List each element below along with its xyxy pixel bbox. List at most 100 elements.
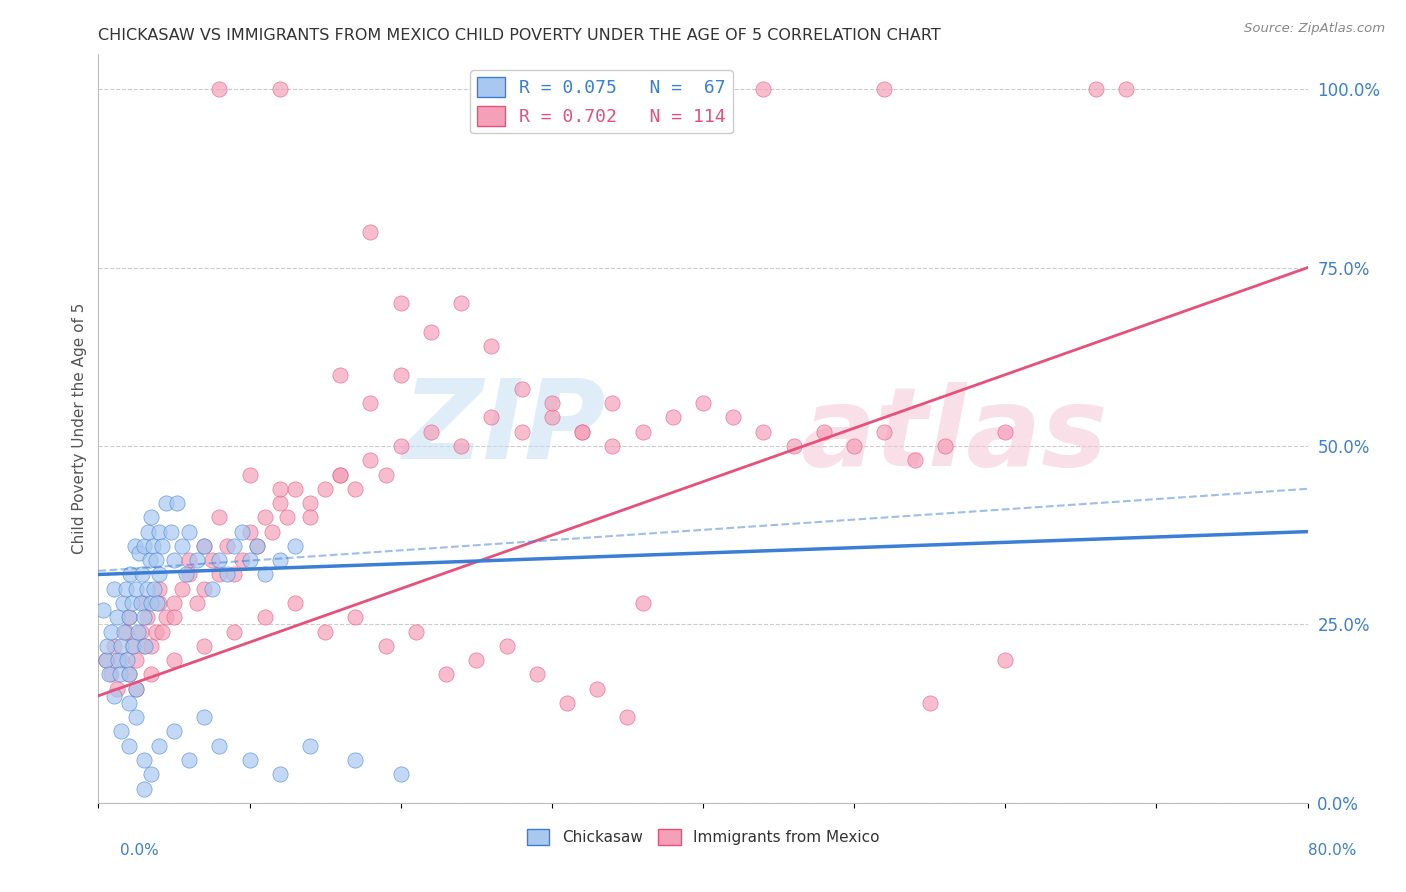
Point: [231, 524, 253, 539]
Point: [389, 296, 412, 310]
Point: [239, 553, 262, 567]
Point: [752, 425, 775, 439]
Text: 80.0%: 80.0%: [1309, 843, 1357, 858]
Point: [465, 653, 488, 667]
Point: [143, 582, 166, 596]
Point: [146, 596, 169, 610]
Point: [132, 539, 155, 553]
Text: CHICKASAW VS IMMIGRANTS FROM MEXICO CHILD POVERTY UNDER THE AGE OF 5 CORRELATION: CHICKASAW VS IMMIGRANTS FROM MEXICO CHIL…: [98, 28, 941, 43]
Point: [224, 539, 246, 553]
Point: [114, 582, 136, 596]
Point: [141, 767, 163, 781]
Point: [481, 410, 503, 425]
Point: [215, 539, 238, 553]
Point: [450, 296, 472, 310]
Point: [129, 596, 152, 610]
Point: [125, 582, 148, 596]
Point: [434, 667, 457, 681]
Point: [91, 603, 114, 617]
Point: [510, 382, 533, 396]
Point: [94, 653, 117, 667]
Point: [631, 425, 654, 439]
Point: [132, 596, 155, 610]
Point: [124, 539, 146, 553]
Point: [132, 610, 155, 624]
Point: [155, 610, 177, 624]
Point: [555, 696, 578, 710]
Point: [135, 610, 157, 624]
Point: [314, 624, 336, 639]
Point: [873, 82, 896, 96]
Point: [269, 482, 291, 496]
Point: [136, 524, 159, 539]
Point: [179, 753, 201, 767]
Point: [166, 496, 188, 510]
Point: [105, 610, 128, 624]
Point: [1115, 82, 1137, 96]
Point: [114, 624, 136, 639]
Point: [132, 753, 155, 767]
Point: [193, 582, 215, 596]
Point: [208, 567, 231, 582]
Point: [148, 739, 170, 753]
Point: [389, 767, 412, 781]
Point: [344, 482, 367, 496]
Point: [269, 82, 291, 96]
Point: [179, 524, 201, 539]
Point: [344, 610, 367, 624]
Point: [420, 425, 443, 439]
Point: [813, 425, 835, 439]
Text: 0.0%: 0.0%: [120, 843, 159, 858]
Point: [150, 624, 173, 639]
Point: [246, 539, 269, 553]
Point: [112, 624, 135, 639]
Point: [186, 553, 208, 567]
Point: [844, 439, 866, 453]
Point: [239, 753, 262, 767]
Point: [186, 596, 208, 610]
Point: [540, 396, 562, 410]
Point: [571, 425, 593, 439]
Point: [141, 510, 163, 524]
Point: [299, 739, 322, 753]
Point: [253, 510, 276, 524]
Point: [141, 596, 163, 610]
Point: [118, 667, 141, 681]
Point: [495, 639, 517, 653]
Point: [103, 639, 125, 653]
Point: [269, 553, 291, 567]
Point: [994, 653, 1017, 667]
Point: [103, 582, 125, 596]
Point: [145, 553, 167, 567]
Point: [129, 624, 152, 639]
Point: [329, 467, 352, 482]
Point: [111, 596, 134, 610]
Point: [148, 567, 170, 582]
Point: [160, 524, 183, 539]
Point: [132, 639, 155, 653]
Point: [631, 596, 654, 610]
Point: [141, 639, 163, 653]
Point: [389, 368, 412, 382]
Point: [360, 453, 382, 467]
Point: [239, 524, 262, 539]
Point: [193, 539, 215, 553]
Point: [193, 539, 215, 553]
Point: [110, 724, 132, 739]
Point: [193, 710, 215, 724]
Point: [118, 610, 141, 624]
Point: [201, 582, 224, 596]
Point: [163, 596, 186, 610]
Point: [374, 639, 396, 653]
Point: [110, 653, 132, 667]
Point: [262, 524, 284, 539]
Point: [904, 453, 927, 467]
Point: [329, 368, 352, 382]
Point: [179, 553, 201, 567]
Point: [193, 639, 215, 653]
Point: [752, 82, 775, 96]
Point: [121, 596, 143, 610]
Point: [118, 696, 141, 710]
Point: [96, 639, 118, 653]
Point: [155, 496, 177, 510]
